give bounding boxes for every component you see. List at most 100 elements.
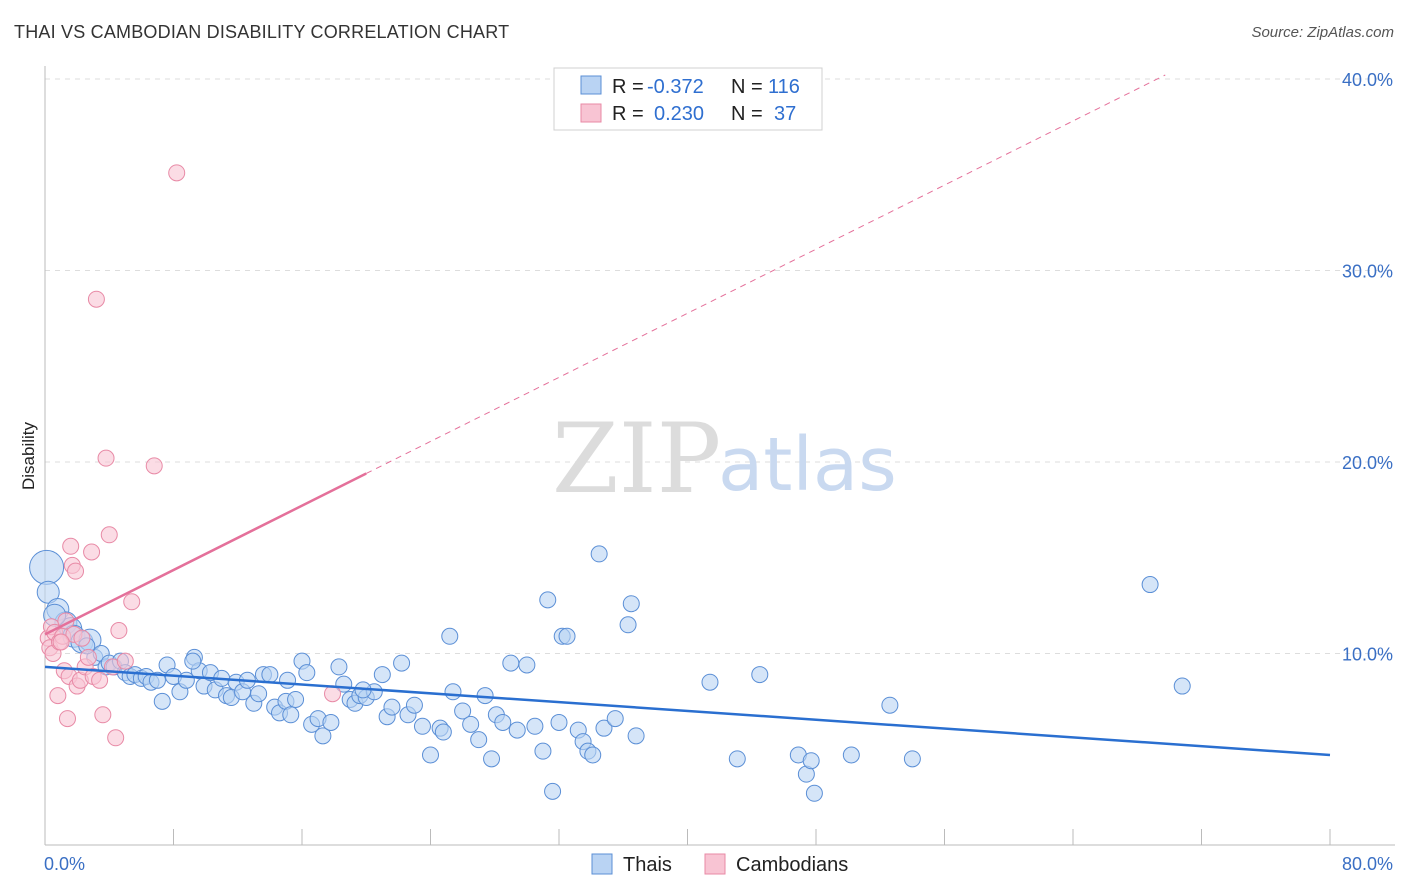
point-thais	[526, 717, 544, 735]
legend-top: R = -0.372 N = 116 R = 0.230 N = 37	[553, 67, 823, 131]
point-thais	[413, 717, 431, 735]
legend-swatch-cambodians	[704, 853, 726, 875]
y-axis-title: Disability	[19, 421, 38, 490]
point-cambodians	[52, 633, 70, 651]
point-cambodians	[168, 164, 186, 182]
point-cambodians	[116, 652, 134, 670]
point-cambodians	[94, 706, 112, 724]
legend-swatch-thais	[580, 75, 602, 95]
point-thais	[558, 627, 576, 645]
point-thais	[701, 673, 719, 691]
point-cambodians	[145, 457, 163, 475]
point-thais	[282, 706, 300, 724]
trend-lines	[44, 74, 1331, 757]
legend-bottom: Thais Cambodians	[591, 853, 848, 876]
point-thais	[444, 683, 462, 701]
point-cambodians	[123, 593, 141, 611]
legend-label-thais: Thais	[623, 854, 672, 876]
point-thais	[441, 627, 459, 645]
legend-r-value-thais: -0.372	[647, 76, 704, 98]
trend-line-cambodians-extension	[366, 74, 1166, 474]
point-thais	[518, 656, 536, 674]
watermark: ZIP atlas	[552, 403, 897, 515]
point-thais	[619, 616, 637, 634]
point-cambodians	[83, 543, 101, 561]
point-thais	[322, 713, 340, 731]
series-cambodians	[39, 164, 342, 747]
point-thais	[454, 702, 472, 720]
series-thais	[29, 545, 1191, 802]
source-label: Source: ZipAtlas.com	[1251, 24, 1394, 41]
point-thais	[314, 727, 332, 745]
chart-title: THAI VS CAMBODIAN DISABILITY CORRELATION…	[14, 22, 510, 42]
point-thais	[728, 750, 746, 768]
point-thais	[622, 595, 640, 613]
x-tick-label: 80.0%	[1342, 854, 1393, 874]
point-thais	[805, 784, 823, 802]
point-thais	[184, 652, 202, 670]
point-thais	[903, 750, 921, 768]
point-thais	[462, 715, 480, 733]
point-thais	[393, 654, 411, 672]
point-thais	[383, 698, 401, 716]
point-thais	[373, 666, 391, 684]
point-cambodians	[67, 562, 85, 580]
point-thais	[153, 692, 171, 710]
point-thais	[330, 658, 348, 676]
point-cambodians	[49, 687, 67, 705]
watermark-atlas: atlas	[718, 422, 897, 508]
legend-swatch-cambodians	[580, 103, 602, 123]
point-thais	[250, 685, 268, 703]
point-cambodians	[58, 710, 76, 728]
legend-r-label: R =	[612, 76, 644, 98]
point-thais	[590, 545, 608, 563]
point-thais	[483, 750, 501, 768]
point-thais	[881, 696, 899, 714]
point-thais	[470, 731, 488, 749]
watermark-zip: ZIP	[552, 403, 721, 515]
point-thais	[502, 654, 520, 672]
point-cambodians	[107, 729, 125, 747]
point-thais	[434, 723, 452, 741]
point-thais	[422, 746, 439, 764]
axes	[44, 66, 1395, 846]
legend-n-label: N =	[731, 103, 763, 125]
point-cambodians	[97, 449, 115, 467]
point-cambodians	[73, 629, 91, 647]
point-thais	[1141, 576, 1159, 594]
point-cambodians	[100, 526, 118, 544]
point-thais	[606, 710, 624, 728]
point-thais	[261, 666, 279, 684]
y-tick-label: 20.0%	[1342, 453, 1393, 473]
point-cambodians	[91, 671, 109, 689]
point-thais	[627, 727, 645, 745]
y-tick-label: 10.0%	[1342, 645, 1393, 665]
point-thais	[842, 746, 860, 764]
point-cambodians	[110, 622, 128, 640]
legend-label-cambodians: Cambodians	[736, 854, 848, 876]
point-thais	[405, 696, 423, 714]
y-tick-label: 30.0%	[1342, 262, 1393, 282]
legend-swatch-thais	[591, 853, 613, 875]
point-cambodians	[87, 290, 105, 308]
point-thais	[544, 782, 562, 800]
point-thais	[550, 713, 568, 731]
point-thais	[539, 591, 557, 609]
point-thais	[148, 671, 166, 689]
grid-lines	[45, 78, 1395, 654]
legend-n-label: N =	[731, 76, 763, 98]
trend-line-thais	[44, 665, 1331, 757]
point-cambodians	[62, 537, 80, 555]
point-thais	[287, 690, 305, 708]
point-thais	[508, 721, 526, 739]
point-thais	[584, 746, 602, 764]
legend-n-value-thais: 116	[768, 76, 800, 98]
point-thais	[29, 549, 65, 585]
x-tick-label: 0.0%	[44, 854, 85, 874]
point-thais	[595, 719, 613, 737]
point-thais	[802, 752, 820, 770]
point-thais	[1173, 677, 1191, 695]
point-cambodians	[79, 648, 97, 666]
point-thais	[279, 671, 297, 689]
